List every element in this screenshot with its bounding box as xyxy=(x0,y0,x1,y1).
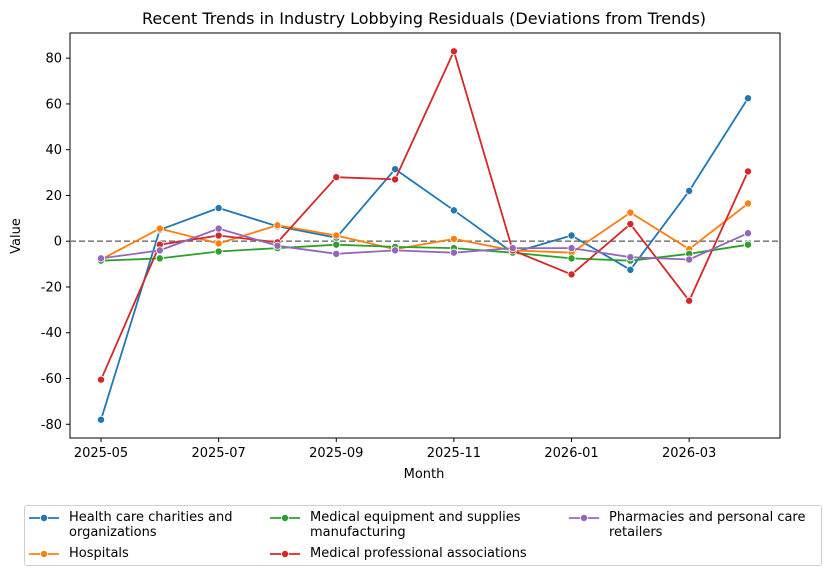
legend-swatch-marker xyxy=(280,550,289,558)
y-tick-label: 80 xyxy=(45,52,62,67)
series-5-point xyxy=(273,241,282,250)
series-5-point xyxy=(155,246,164,255)
legend-item: Health care charities and organizations xyxy=(29,510,233,540)
series-2-point xyxy=(332,231,341,240)
series-4-point xyxy=(214,231,223,240)
series-4-point xyxy=(391,175,400,184)
series-4-point xyxy=(744,167,753,176)
legend-swatch-marker xyxy=(39,514,48,522)
series-1-point xyxy=(97,415,106,424)
series-3-point xyxy=(744,240,753,249)
legend-swatch xyxy=(569,514,599,522)
x-tick-label: 2025-09 xyxy=(309,446,363,461)
legend-swatch xyxy=(270,550,300,558)
y-tick-label: 40 xyxy=(45,143,62,158)
series-2-point xyxy=(273,221,282,230)
legend-item: Hospitals xyxy=(29,546,129,561)
series-1-point xyxy=(626,265,635,274)
series-5-point xyxy=(214,224,223,233)
series-4-point xyxy=(332,173,341,182)
series-5-point xyxy=(449,248,458,257)
series-1-point xyxy=(391,165,400,174)
plot-area: -80 -60 -40 -20 0 20 40 60 80 2025-05 2025-07 2025-… xyxy=(41,32,781,461)
x-tick-label: 2026-01 xyxy=(544,446,598,461)
legend-item: Pharmacies and personal care retailers xyxy=(569,510,806,540)
legend-swatch-marker xyxy=(39,550,48,558)
y-tick-label: -40 xyxy=(41,326,62,341)
series-2-point xyxy=(214,239,223,248)
legend-label: Medical professional associations xyxy=(310,546,527,561)
series-1-point xyxy=(449,206,458,215)
series-1-line xyxy=(100,97,749,420)
series-3-point xyxy=(155,254,164,263)
legend-swatch xyxy=(270,514,300,522)
series-2-point xyxy=(744,199,753,208)
series-1-point xyxy=(685,186,694,195)
series-3-point xyxy=(567,254,576,263)
legend-label: Hospitals xyxy=(69,546,129,561)
series-2-point xyxy=(626,208,635,217)
x-tick-label: 2025-05 xyxy=(74,446,128,461)
series-1-point xyxy=(744,94,753,103)
series-5-point xyxy=(626,253,635,262)
series-5-point xyxy=(391,246,400,255)
legend-swatch-marker xyxy=(280,514,289,522)
legend-label: Health care charities and organizations xyxy=(69,510,233,540)
series-5-line xyxy=(100,227,749,261)
series-5-point xyxy=(744,229,753,238)
legend-label: Pharmacies and personal care retailers xyxy=(609,510,806,540)
x-tick-label: 2025-11 xyxy=(427,446,481,461)
series-5-point xyxy=(567,244,576,253)
y-tick-label: -60 xyxy=(41,372,62,387)
series-4-point xyxy=(685,296,694,305)
x-tick-label: 2026-03 xyxy=(662,446,716,461)
series-4-point xyxy=(97,375,106,384)
series-2-point xyxy=(155,224,164,233)
chart-title: Recent Trends in Industry Lobbying Resid… xyxy=(142,9,706,28)
series-5-point xyxy=(508,244,517,253)
series-3-line xyxy=(100,243,749,262)
plot-frame xyxy=(69,32,781,439)
series-3-point xyxy=(332,240,341,249)
legend-swatch xyxy=(29,514,59,522)
legend-item: Medical equipment and supplies manufactu… xyxy=(270,510,521,540)
x-axis-label: Month xyxy=(404,467,445,482)
series-3-point xyxy=(214,247,223,256)
y-tick-label: 20 xyxy=(45,189,62,204)
legend-swatch-marker xyxy=(579,514,588,522)
series-4-point xyxy=(449,47,458,56)
legend-item: Medical professional associations xyxy=(270,546,527,561)
series-2-line xyxy=(100,202,749,261)
y-tick-label: 0 xyxy=(54,235,62,250)
y-tick-label: -20 xyxy=(41,280,62,295)
legend-swatch xyxy=(29,550,59,558)
x-tick-label: 2025-07 xyxy=(191,446,245,461)
series-4-line xyxy=(100,50,749,381)
series-5-point xyxy=(332,249,341,258)
series-5-point xyxy=(685,255,694,264)
y-axis-label: Value xyxy=(9,218,24,254)
series-4-point xyxy=(626,220,635,229)
series-2-point xyxy=(449,234,458,243)
series-1-point xyxy=(214,204,223,213)
series-4-point xyxy=(567,270,576,279)
series-1-point xyxy=(567,231,576,240)
y-tick-label: -80 xyxy=(41,418,62,433)
y-tick-label: 60 xyxy=(45,97,62,112)
chart-legend: Health care charities and organizations H… xyxy=(24,505,822,566)
series-5-point xyxy=(97,254,106,263)
legend-label: Medical equipment and supplies manufactu… xyxy=(310,510,521,540)
